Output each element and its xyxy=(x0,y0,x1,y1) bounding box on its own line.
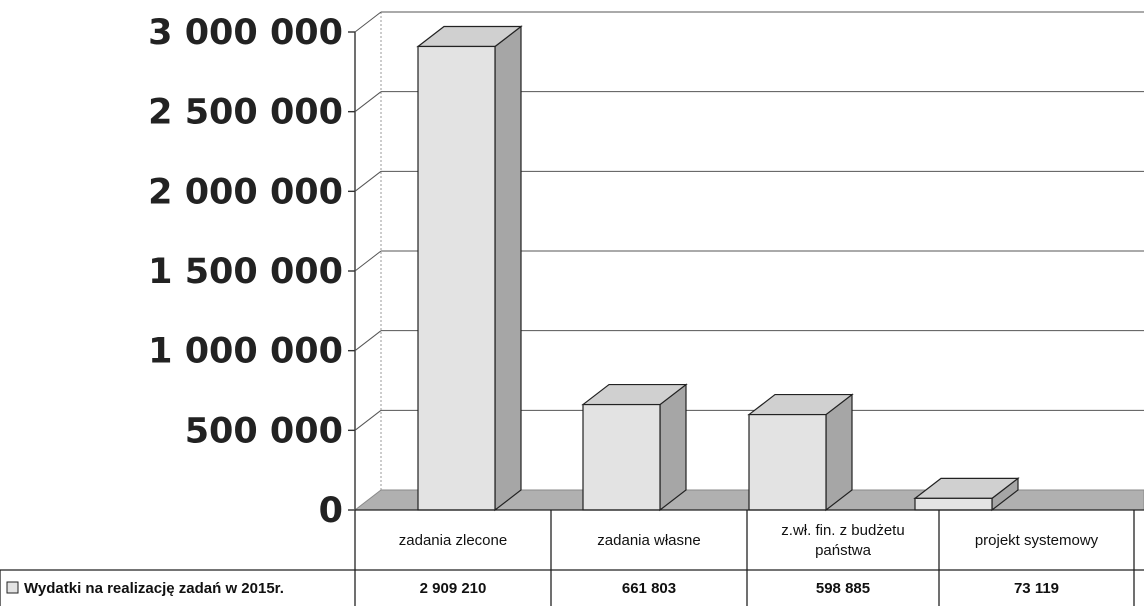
gridline-diagonal xyxy=(354,250,382,272)
y-axis: 0 500 000 1 000 000 1 500 000 2 000 000 2 500… xyxy=(148,13,355,531)
legend-label: Wydatki na realizację zadań w 2015r. xyxy=(24,580,284,597)
y-tick-label: 3 000 000 xyxy=(148,13,343,53)
gridline-diagonal xyxy=(354,330,382,352)
category-label: z.wł. fin. z budżetu xyxy=(781,522,904,539)
gridline-diagonal xyxy=(354,170,382,192)
bar-front xyxy=(748,413,827,511)
bar xyxy=(747,393,854,512)
y-tick-label: 1 000 000 xyxy=(148,332,343,372)
bars xyxy=(416,25,1020,512)
y-tick-label: 1 500 000 xyxy=(148,252,343,292)
bar xyxy=(416,25,523,512)
bar xyxy=(913,477,1020,512)
data-value-label: 2 909 210 xyxy=(420,580,487,597)
bar-front xyxy=(914,497,993,511)
category-label: zadania własne xyxy=(597,532,700,549)
gridline-diagonal xyxy=(354,11,382,33)
y-tick-label: 500 000 xyxy=(185,411,343,451)
data-value-label: 73 119 xyxy=(1014,580,1059,597)
bar xyxy=(581,383,688,512)
data-table: zadania zlecone zadania własne z.wł. fin. … xyxy=(0,509,1144,606)
bar-side xyxy=(659,383,687,512)
data-value-label: 598 885 xyxy=(816,580,870,597)
y-tick-label: 2 000 000 xyxy=(148,172,343,212)
category-label: państwa xyxy=(815,542,872,559)
legend-key xyxy=(6,581,19,594)
gridline-diagonal xyxy=(354,91,382,113)
bar-front xyxy=(582,403,661,511)
category-label: zadania zlecone xyxy=(399,532,507,549)
bar-front xyxy=(417,45,496,511)
y-tick-label: 0 xyxy=(319,491,343,531)
category-label: projekt systemowy xyxy=(975,532,1099,549)
bar-side xyxy=(494,25,522,512)
data-value-label: 661 803 xyxy=(622,580,676,597)
gridline-diagonal xyxy=(354,409,382,431)
y-tick-label: 2 500 000 xyxy=(148,93,343,133)
